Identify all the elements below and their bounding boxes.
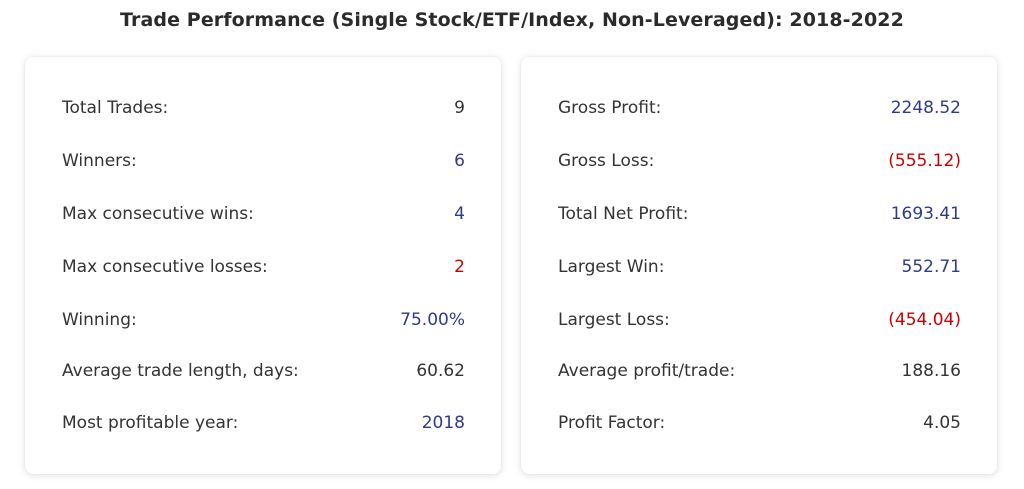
stat-value: 552.71 <box>901 257 961 277</box>
stat-row-gross-profit: Gross Profit: 2248.52 <box>558 95 961 121</box>
stat-row-winners: Winners: 6 <box>62 148 465 174</box>
stat-value: 2 <box>454 257 465 277</box>
trade-stats-panel: Total Trades: 9 Winners: 6 Max consecuti… <box>25 57 501 474</box>
stat-label: Max consecutive wins: <box>62 204 254 224</box>
stat-row-total-trades: Total Trades: 9 <box>62 95 465 121</box>
stat-label: Largest Win: <box>558 257 665 277</box>
stat-value: (454.04) <box>888 310 961 330</box>
stat-value: 2018 <box>421 413 465 433</box>
stat-label: Average profit/trade: <box>558 361 736 381</box>
stat-row-max-consecutive-losses: Max consecutive losses: 2 <box>62 254 465 280</box>
stat-value: 9 <box>454 98 465 118</box>
page-title: Trade Performance (Single Stock/ETF/Inde… <box>120 9 904 31</box>
stat-row-most-profitable-year: Most profitable year: 2018 <box>62 410 465 436</box>
stat-row-profit-factor: Profit Factor: 4.05 <box>558 410 961 436</box>
stat-label: Winning: <box>62 310 137 330</box>
stat-label: Total Trades: <box>62 98 169 118</box>
stat-row-largest-win: Largest Win: 552.71 <box>558 254 961 280</box>
stat-row-average-profit-trade: Average profit/trade: 188.16 <box>558 358 961 384</box>
stat-row-total-net-profit: Total Net Profit: 1693.41 <box>558 201 961 227</box>
stat-row-largest-loss: Largest Loss: (454.04) <box>558 307 961 333</box>
stat-value: 4 <box>454 204 465 224</box>
stat-label: Winners: <box>62 151 137 171</box>
stat-row-max-consecutive-wins: Max consecutive wins: 4 <box>62 201 465 227</box>
stat-label: Gross Profit: <box>558 98 662 118</box>
stat-label: Most profitable year: <box>62 413 239 433</box>
stat-label: Profit Factor: <box>558 413 666 433</box>
stat-label: Largest Loss: <box>558 310 670 330</box>
stat-row-average-trade-length: Average trade length, days: 60.62 <box>62 358 465 384</box>
stat-value: 188.16 <box>901 361 961 381</box>
stat-label: Average trade length, days: <box>62 361 299 381</box>
stat-label: Gross Loss: <box>558 151 655 171</box>
stat-value: 1693.41 <box>890 204 961 224</box>
stat-value: (555.12) <box>888 151 961 171</box>
profit-stats-panel: Gross Profit: 2248.52 Gross Loss: (555.1… <box>521 57 997 474</box>
stat-label: Total Net Profit: <box>558 204 689 224</box>
stat-value: 60.62 <box>416 361 465 381</box>
stat-value: 4.05 <box>923 413 961 433</box>
stat-row-winning: Winning: 75.00% <box>62 307 465 333</box>
stat-label: Max consecutive losses: <box>62 257 268 277</box>
stat-value: 75.00% <box>400 310 465 330</box>
stat-value: 2248.52 <box>890 98 961 118</box>
stat-value: 6 <box>454 151 465 171</box>
stat-row-gross-loss: Gross Loss: (555.12) <box>558 148 961 174</box>
